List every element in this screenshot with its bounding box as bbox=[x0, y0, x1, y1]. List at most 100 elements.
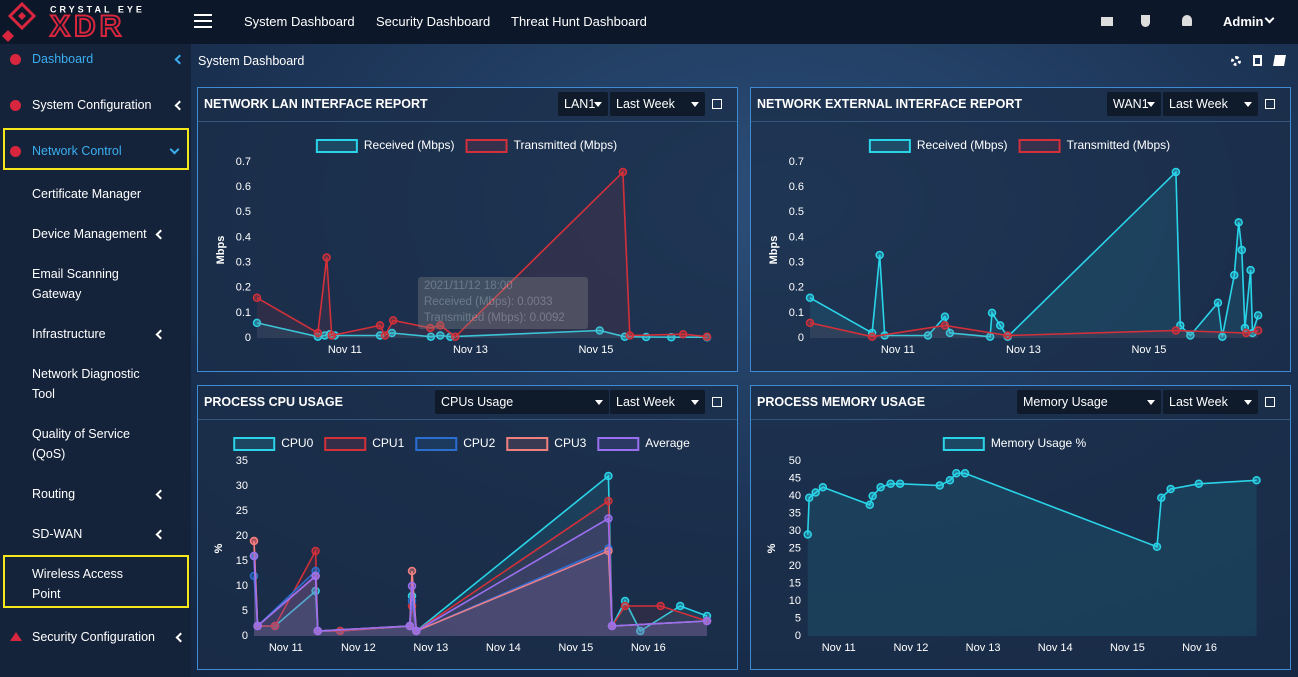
y-tick-label: 35 bbox=[789, 507, 801, 519]
y-tick-label: 0.1 bbox=[236, 307, 251, 319]
select[interactable]: Memory Usage bbox=[1017, 390, 1161, 414]
expand-icon[interactable] bbox=[712, 397, 722, 407]
point bbox=[678, 329, 688, 339]
point bbox=[952, 469, 961, 478]
legend-swatch bbox=[597, 437, 640, 451]
select[interactable]: WAN1 bbox=[1107, 92, 1161, 116]
point bbox=[1171, 326, 1181, 335]
settings-icon[interactable] bbox=[1231, 56, 1241, 66]
y-tick-label: 0.2 bbox=[789, 282, 804, 294]
point bbox=[604, 514, 613, 523]
menu-item[interactable]: Quality of Service (QoS) bbox=[32, 427, 130, 461]
select[interactable]: Last Week bbox=[1163, 390, 1258, 414]
menu-item[interactable]: Email Scanning Gateway bbox=[32, 267, 119, 301]
legend-swatch bbox=[465, 139, 508, 153]
point bbox=[1246, 265, 1255, 275]
point bbox=[1171, 167, 1181, 177]
point bbox=[875, 250, 884, 260]
legend-swatch bbox=[942, 437, 985, 451]
point bbox=[620, 601, 630, 611]
legend-label: Memory Usage % bbox=[991, 436, 1087, 450]
delete-icon[interactable] bbox=[1253, 55, 1262, 66]
point bbox=[987, 308, 997, 318]
menu-item[interactable]: Security Configuration bbox=[32, 630, 155, 644]
line bbox=[809, 322, 1259, 338]
menu-item[interactable]: Routing bbox=[32, 487, 76, 501]
select[interactable]: Last Week bbox=[610, 92, 705, 116]
point bbox=[327, 331, 336, 340]
point bbox=[1157, 493, 1166, 502]
panel-title: NETWORK EXTERNAL INTERFACE REPORT bbox=[757, 97, 1023, 111]
y-tick-label: 0.7 bbox=[789, 156, 804, 168]
point bbox=[865, 500, 875, 509]
nav-link[interactable]: Security Dashboard bbox=[376, 14, 491, 29]
y-tick-label: 0 bbox=[795, 630, 801, 642]
menu-item[interactable]: Device Management bbox=[32, 227, 147, 241]
user-menu[interactable]: Admin bbox=[1223, 14, 1264, 29]
menu-item[interactable]: Network Control bbox=[32, 144, 122, 158]
nav-link[interactable]: Threat Hunt Dashboard bbox=[511, 14, 647, 29]
expand-icon[interactable] bbox=[712, 99, 722, 109]
point bbox=[249, 536, 259, 546]
x-tick-label: Nov 15 bbox=[1110, 642, 1145, 654]
y-tick-label: 0.1 bbox=[789, 307, 804, 319]
point bbox=[388, 316, 398, 325]
mail-icon[interactable] bbox=[1101, 17, 1113, 26]
point bbox=[636, 626, 645, 636]
y-tick-label: 30 bbox=[789, 525, 801, 537]
legend-swatch bbox=[315, 139, 358, 153]
menu-item[interactable]: System Configuration bbox=[32, 98, 152, 112]
page-title: System Dashboard bbox=[198, 54, 305, 68]
point bbox=[702, 616, 712, 626]
point bbox=[375, 321, 385, 330]
select[interactable]: CPUs Usage bbox=[435, 390, 609, 414]
area bbox=[254, 476, 707, 636]
legend-swatch bbox=[415, 437, 458, 451]
shield-icon[interactable] bbox=[1141, 15, 1150, 27]
menu-icon bbox=[10, 54, 21, 65]
legend-label: Received (Mbps) bbox=[364, 138, 455, 152]
legend: Memory Usage % bbox=[942, 436, 1087, 451]
point bbox=[940, 312, 950, 321]
x-tick-label: Nov 12 bbox=[341, 642, 376, 654]
axis-title: % bbox=[766, 543, 778, 553]
point bbox=[1218, 332, 1227, 341]
bell-icon[interactable] bbox=[1182, 15, 1192, 26]
tooltip-text: Received (Mbps): 0.0033 bbox=[424, 296, 552, 308]
panel-divider bbox=[751, 419, 1290, 420]
menu-item[interactable]: SD-WAN bbox=[32, 527, 83, 541]
highlight-box bbox=[3, 128, 189, 170]
point bbox=[1234, 218, 1243, 227]
menu-item[interactable]: Infrastructure bbox=[32, 327, 106, 341]
x-tick-label: Nov 13 bbox=[1006, 344, 1041, 356]
y-tick-label: 0.3 bbox=[789, 256, 804, 268]
y-tick-label: 0.2 bbox=[236, 282, 251, 294]
point bbox=[1230, 270, 1239, 280]
panel bbox=[197, 385, 738, 670]
select[interactable]: Last Week bbox=[610, 390, 705, 414]
legend-swatch bbox=[868, 139, 911, 153]
menu-item[interactable]: Network Diagnostic Tool bbox=[32, 367, 140, 401]
expand-icon[interactable] bbox=[1265, 397, 1275, 407]
y-tick-label: 0.7 bbox=[236, 156, 251, 168]
nav-link[interactable]: System Dashboard bbox=[244, 14, 355, 29]
menu-toggle[interactable] bbox=[194, 14, 212, 28]
x-tick-label: Nov 15 bbox=[1131, 344, 1166, 356]
point bbox=[380, 331, 390, 340]
y-tick-label: 0.5 bbox=[236, 206, 251, 218]
menu-item[interactable]: Dashboard bbox=[32, 52, 94, 66]
menu-item[interactable]: Certificate Manager bbox=[32, 187, 142, 201]
point bbox=[805, 293, 815, 303]
point bbox=[311, 571, 320, 581]
select[interactable]: LAN1 bbox=[558, 92, 608, 116]
select[interactable]: Last Week bbox=[1163, 92, 1258, 116]
menu-item[interactable]: Wireless Access Point bbox=[32, 567, 123, 601]
point bbox=[407, 566, 417, 576]
point bbox=[995, 321, 1005, 330]
point bbox=[1253, 311, 1263, 320]
point bbox=[618, 167, 628, 177]
point bbox=[886, 479, 895, 488]
point bbox=[604, 471, 613, 481]
x-tick-label: Nov 11 bbox=[881, 344, 915, 356]
expand-icon[interactable] bbox=[1265, 99, 1275, 109]
